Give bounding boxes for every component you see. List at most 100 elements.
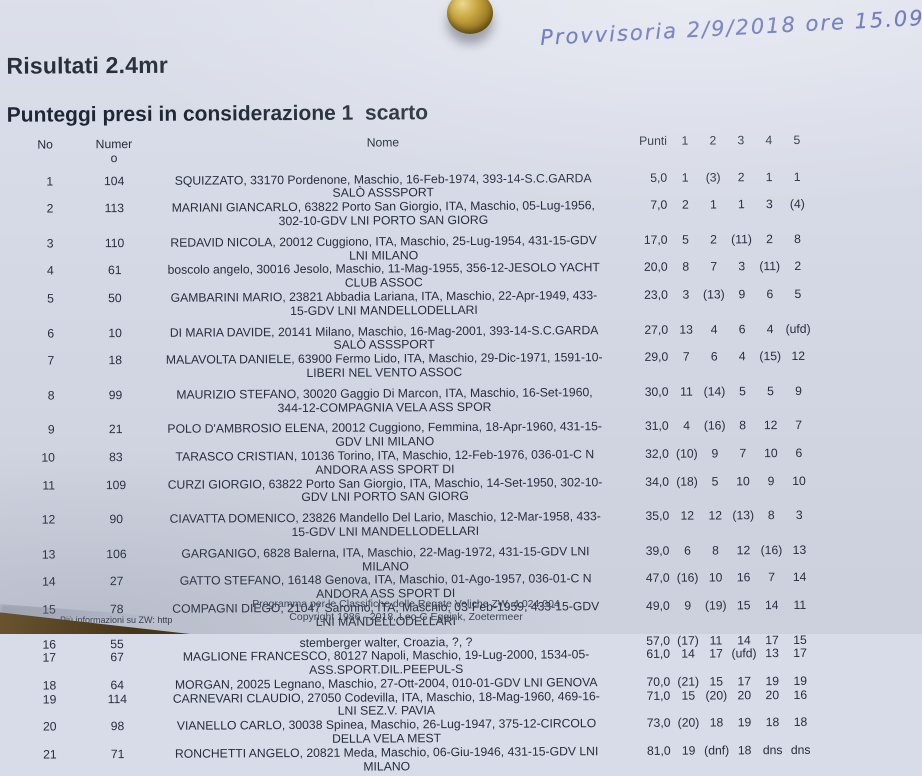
race-2-score-cell: 4: [710, 321, 718, 337]
race-1-score-cell: (20): [677, 715, 700, 730]
race-3-score-cell: 3: [738, 259, 746, 274]
race-5-score-cell: 10: [792, 473, 806, 488]
race-4-score-cell: 19: [765, 673, 780, 689]
race-1-score-cell: 2: [681, 197, 689, 212]
competitor-cell: MALAVOLTA DANIELE, 63900 Fermo Lido, ITA…: [165, 350, 603, 380]
race-2-score-cell: 8: [711, 543, 719, 558]
points-cell: 32,0: [645, 446, 669, 461]
race-4-score-cell: 12: [763, 418, 778, 433]
points-cell: 23,0: [644, 287, 668, 302]
race-3-score-cell: 6: [738, 321, 746, 336]
points-cell: 71,0: [646, 688, 671, 703]
points-cell: 39,0: [645, 543, 670, 558]
points-cell: 57,0: [646, 633, 671, 648]
competitor-cell: GAMBARINI MARIO, 23821 Abbadia Lariana, …: [170, 288, 598, 318]
race-5-score-cell: 6: [795, 445, 803, 460]
race-2-score-cell: 15: [709, 674, 724, 689]
sail-number-cell: 110: [104, 235, 125, 250]
program-credit-line1: Programma per le Classifiche delle Regat…: [252, 598, 560, 610]
race-1-score-cell: 8: [682, 259, 690, 275]
race-2-score-cell: (dnf): [704, 743, 730, 758]
race-2-score-cell: 9: [711, 446, 719, 461]
race-5-score-cell: 12: [791, 349, 806, 364]
results-sheet: Risultati 2.4mr Punteggi presi in consid…: [6, 51, 810, 773]
program-credit-line2: Copyright 1986 - 2018, Leo G Eggink, Zoe…: [289, 611, 523, 623]
race-1-score-cell: 11: [680, 384, 693, 399]
competitor-cell: CURZI GIORGIO, 63822 Porto San Giorgio, …: [167, 474, 603, 505]
race-4-score-cell: 2: [766, 231, 773, 246]
race-3-score-cell: 4: [738, 349, 746, 364]
race-3-score-cell: 2: [737, 169, 745, 184]
race-3-score-cell: 19: [737, 715, 752, 730]
race-3-score-cell: 10: [736, 473, 750, 488]
rank-cell: 21: [43, 747, 57, 762]
rank-cell: 10: [41, 450, 55, 465]
race-5-score-cell: 17: [793, 646, 807, 661]
competitor-cell: VIANELLO CARLO, 30038 Spinea, Maschio, 2…: [176, 716, 597, 746]
race-3-score-cell: (13): [732, 508, 755, 523]
column-header-race-3: 3: [737, 133, 745, 148]
race-5-score-cell: 16: [793, 687, 808, 702]
race-2-score-cell: 12: [708, 508, 723, 523]
points-cell: 29,0: [644, 349, 669, 365]
competitor-cell: SQUIZZATO, 33170 Pordenone, Maschio, 16-…: [174, 170, 592, 201]
points-cell: 61,0: [646, 647, 671, 662]
sail-number-cell: 90: [109, 512, 124, 527]
race-1-score-cell: 14: [681, 646, 695, 661]
competitor-cell: CIAVATTA DOMENICO, 23826 Mandello Del La…: [169, 509, 601, 539]
race-2-score-cell: (20): [705, 688, 728, 703]
race-3-score-cell: 5: [739, 384, 746, 399]
race-1-score-cell: 12: [680, 508, 695, 523]
race-3-score-cell: 14: [737, 632, 751, 647]
column-header-race-2: 2: [709, 133, 717, 148]
race-4-score-cell: (16): [760, 542, 783, 557]
race-4-score-cell: 9: [767, 473, 775, 488]
page-title: Risultati 2.4mr: [6, 51, 169, 79]
sail-number-cell: 67: [110, 650, 124, 665]
race-4-score-cell: (15): [759, 349, 782, 364]
race-2-score-cell: 11: [709, 632, 723, 647]
column-header-points: Punti: [639, 133, 667, 148]
race-2-score-cell: 10: [708, 570, 723, 585]
competitor-cell: MAGLIONE FRANCESCO, 80127 Napoli, Maschi…: [182, 647, 590, 678]
race-5-score-cell: 9: [795, 383, 802, 398]
race-4-score-cell: (11): [759, 259, 781, 274]
sail-number-cell: 98: [110, 719, 125, 734]
rank-cell: 16: [42, 636, 57, 652]
race-5-score-cell: (ufd): [785, 321, 811, 336]
sail-number-cell: 113: [104, 201, 125, 216]
race-1-score-cell: (16): [676, 570, 699, 585]
column-header-name: Nome: [366, 135, 400, 150]
race-2-score-cell: 2: [710, 232, 717, 247]
race-5-score-cell: 15: [793, 632, 807, 647]
sail-number-cell: 109: [105, 477, 127, 492]
rank-cell: 12: [41, 512, 56, 527]
rank-cell: 1: [46, 174, 54, 189]
competitor-cell: CARNEVARI CLAUDIO, 27050 Codevilla, ITA,…: [172, 688, 600, 719]
race-2-score-cell: (3): [705, 170, 721, 185]
points-cell: 17,0: [643, 232, 668, 247]
competitor-cell: MAURIZIO STEFANO, 30020 Gaggio Di Marcon…: [176, 384, 593, 415]
race-4-score-cell: 6: [766, 287, 774, 302]
race-3-score-cell: 9: [738, 287, 746, 302]
column-header-race-4: 4: [765, 133, 773, 148]
sail-number-cell: 27: [109, 574, 124, 589]
results-table: No Numer o Nome Punti 1 2 3 4 5 1 104 SQUIZ…: [5, 132, 815, 776]
points-cell: 31,0: [644, 419, 669, 434]
points-cell: 5,0: [650, 170, 668, 185]
race-4-score-cell: 10: [764, 446, 778, 461]
rank-cell: 2: [46, 201, 54, 216]
rank-cell: 19: [42, 692, 57, 707]
points-cell: 30,0: [644, 384, 669, 399]
rank-cell: 3: [46, 236, 54, 251]
competitor-cell: GARGANIGO, 6828 Balerna, ITA, Maschio, 2…: [181, 543, 590, 574]
race-2-score-cell: 17: [709, 646, 723, 661]
sail-number-cell: 104: [103, 173, 125, 188]
race-1-score-cell: (17): [677, 633, 699, 648]
competitor-cell: TARASCO CRISTIAN, 10136 Torino, ITA, Mas…: [175, 447, 595, 477]
table-body: 1 104 SQUIZZATO, 33170 Pordenone, Maschio,…: [5, 170, 815, 776]
sail-number-cell: 114: [107, 691, 128, 706]
table-row: 21 71 RONCHETTI ANGELO, 20821 Meda, Maschi…: [9, 743, 815, 776]
column-header-race-5: 5: [793, 132, 801, 147]
race-3-score-cell: 12: [736, 542, 751, 558]
